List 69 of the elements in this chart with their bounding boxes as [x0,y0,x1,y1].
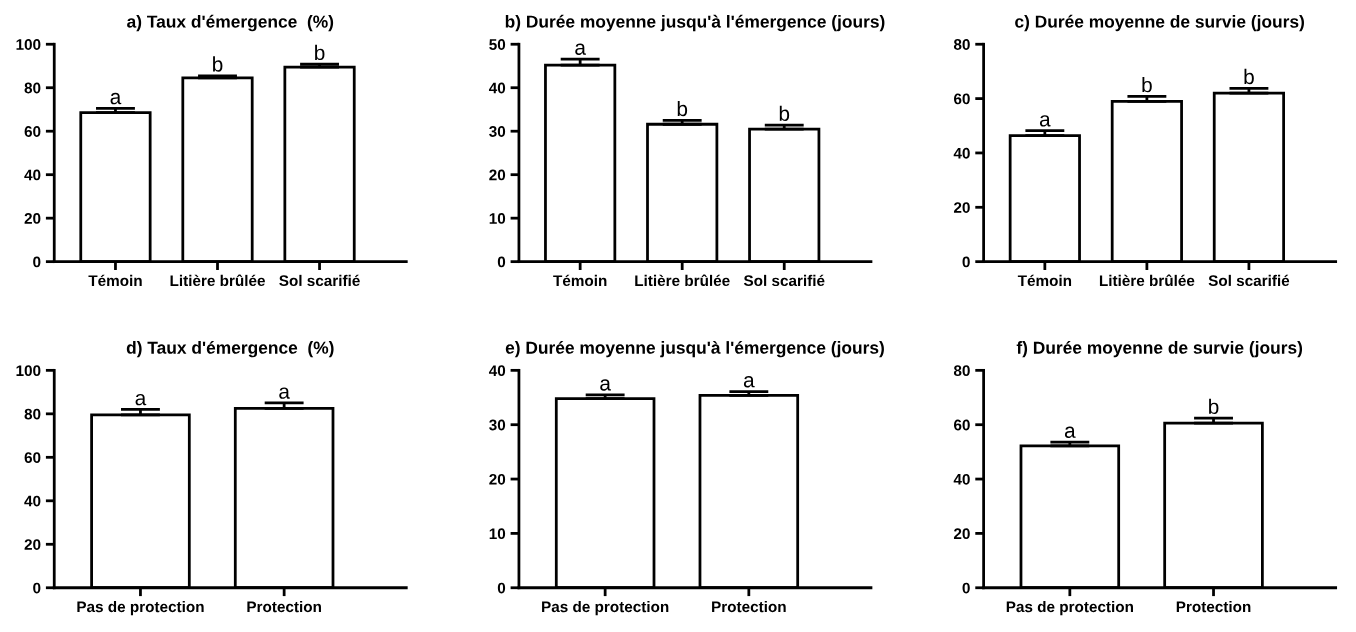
y-tick-label: 40 [24,169,41,181]
y-tick-label: 30 [489,126,506,137]
annotation: a [279,387,290,399]
y-tick-label: 80 [24,82,41,94]
chart-title: c) Durée moyenne de survie (jours) [1015,14,1304,32]
y-tick-label: 60 [953,93,970,105]
y-tick-label: 0 [33,256,41,268]
chart-title: d) Taux d'émergence (%) [126,340,334,358]
y-tick-label: 20 [953,528,970,540]
y-tick-label: 0 [962,582,970,594]
annotation: a [135,393,147,406]
annotation: a [1064,426,1076,438]
y-tick-label: 50 [489,39,506,50]
y-tick-label: 60 [953,419,970,431]
x-tick-label: Protection [247,600,321,613]
y-tick-label: 0 [962,256,970,268]
x-tick-label: Protection [712,600,786,613]
annotation: a [1039,115,1051,127]
y-tick-label: 80 [953,39,970,50]
annotation: b [779,105,790,121]
annotation: b [213,56,223,72]
annotation: b [315,44,325,61]
x-tick-label: Pas de protection [542,600,669,616]
y-tick-label: 20 [489,473,506,485]
x-tick-label: Protection [1176,600,1251,613]
x-tick-label: Litière brûlée [170,274,265,287]
annotation: a [743,376,755,388]
x-tick-label: Pas de protection [1006,600,1133,616]
y-tick-label: 40 [488,365,506,377]
x-tick-label: Témoin [1017,274,1072,287]
x-tick-label: Litière brûlée [1099,274,1195,287]
y-tick-label: 0 [497,256,506,268]
y-tick-label: 20 [489,169,506,181]
x-tick-label: Sol scarifié [743,274,825,287]
y-tick-label: 80 [953,365,970,377]
annotation: b [1209,398,1219,415]
annotation: a [110,92,122,105]
y-tick-label: 40 [953,147,970,159]
y-tick-label: 10 [489,213,506,224]
y-tick-label: 100 [16,365,41,377]
chart-title: a) Taux d'émergence (%) [127,14,334,32]
x-tick-label: Sol scarifié [279,274,360,287]
chart-title: f) Durée moyenne de survie (jours) [1016,340,1303,358]
x-tick-label: Sol scarifié [1208,274,1290,287]
chart-title: b) Durée moyenne jusqu'à l'émergence (jours) [505,14,885,32]
y-tick-label: 40 [24,495,41,507]
y-tick-label: 10 [489,528,506,540]
y-tick-label: 30 [489,419,506,431]
y-tick-label: 20 [24,213,41,224]
chart-title: e) Durée moyenne jusqu'à l'émergence (jours) [505,340,884,358]
x-tick-label: Témoin [88,274,142,287]
y-tick-label: 60 [24,126,41,137]
y-tick-label: 0 [497,582,506,594]
y-tick-label: 40 [953,473,970,485]
x-tick-label: Pas de protection [77,600,204,616]
annotation: a [600,379,611,391]
x-tick-label: Litière brûlée [635,274,730,287]
annotation: b [1244,68,1254,85]
annotation: a [575,43,586,55]
y-tick-label: 100 [16,39,41,50]
y-tick-label: 60 [24,452,41,463]
y-tick-label: 80 [24,408,41,420]
y-tick-label: 20 [24,539,41,550]
y-tick-label: 0 [33,582,41,594]
annotation: b [677,100,688,117]
x-tick-label: Témoin [553,274,607,287]
annotation: b [1142,77,1152,93]
y-tick-label: 40 [488,82,506,94]
y-tick-label: 20 [953,202,970,213]
